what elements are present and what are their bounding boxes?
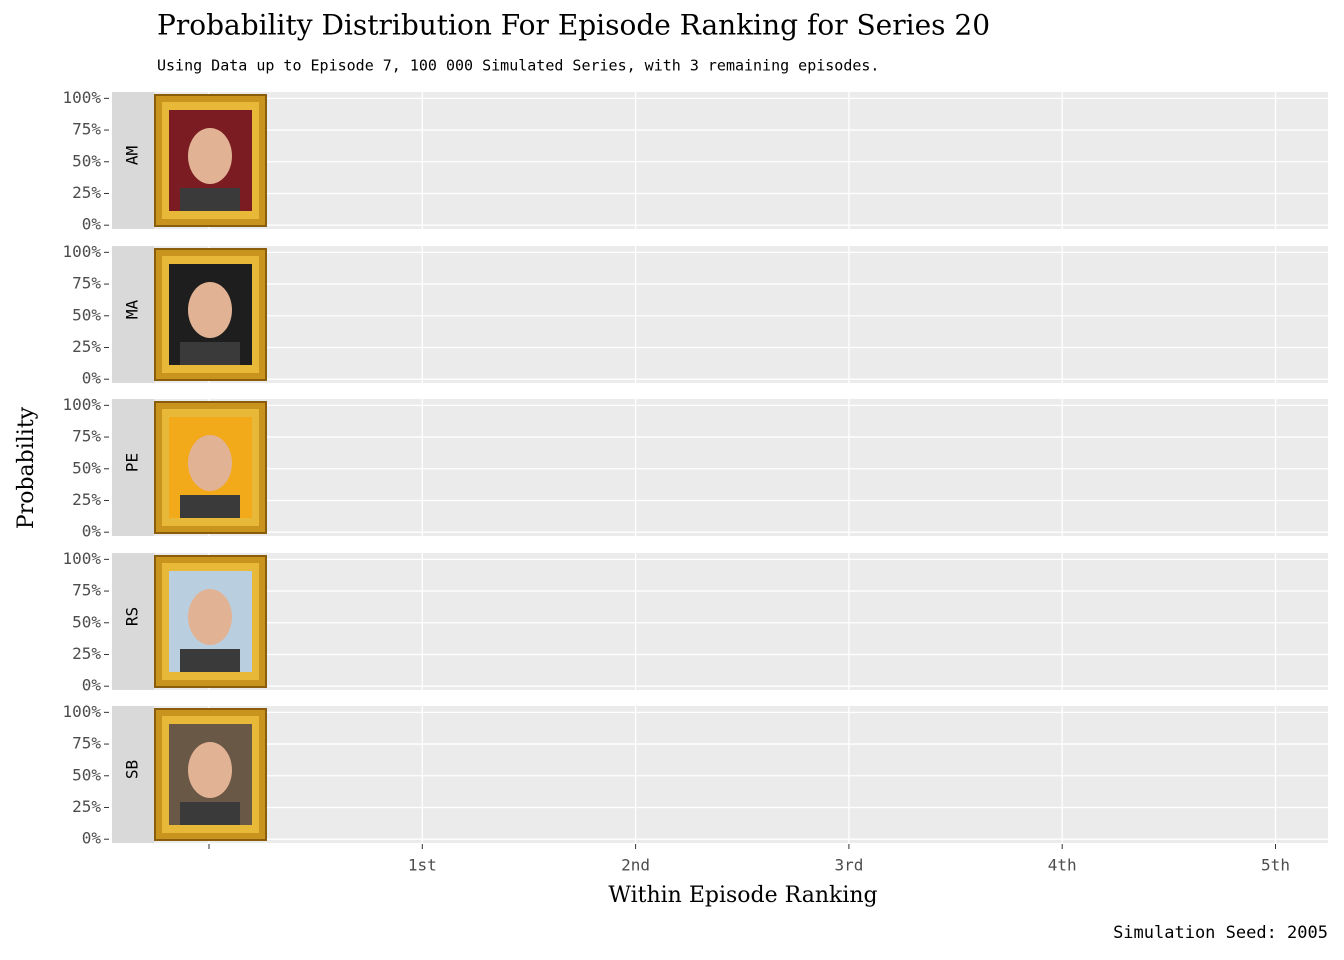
photo-face — [188, 589, 232, 645]
x-tick-label: 2nd — [621, 856, 650, 875]
x-axis-title: Within Episode Ranking — [608, 883, 877, 908]
y-tick-label: 100% — [62, 549, 101, 568]
photo-body — [180, 649, 240, 672]
y-tick-label: 25% — [72, 183, 101, 202]
x-tick-label: 3rd — [834, 856, 863, 875]
panel-background — [112, 706, 1328, 843]
y-tick-label: 25% — [72, 337, 101, 356]
photo-face — [188, 435, 232, 491]
y-tick-label: 0% — [82, 829, 102, 848]
y-tick-label: 100% — [62, 702, 101, 721]
strip — [112, 706, 154, 843]
strip-label: PE — [123, 453, 142, 472]
photo-face — [188, 742, 232, 798]
y-tick-label: 25% — [72, 644, 101, 663]
y-tick-label: 75% — [72, 274, 101, 293]
strip-label: MA — [123, 300, 142, 320]
photo-body — [180, 802, 240, 825]
y-tick-label: 50% — [72, 151, 101, 170]
strip — [112, 399, 154, 536]
chart-title: Probability Distribution For Episode Ran… — [157, 9, 990, 42]
y-axis-title: Probability — [14, 406, 39, 529]
x-tick-label: 4th — [1048, 856, 1077, 875]
caption: Simulation Seed: 2005 — [1113, 923, 1328, 943]
strip — [112, 246, 154, 383]
y-tick-label: 0% — [82, 215, 102, 234]
y-tick-label: 75% — [72, 734, 101, 753]
y-tick-label: 50% — [72, 305, 101, 324]
panel-background — [112, 246, 1328, 383]
chart-subtitle: Using Data up to Episode 7, 100 000 Simu… — [157, 57, 879, 75]
strip — [112, 92, 154, 229]
x-tick-label: 5th — [1261, 856, 1290, 875]
strip-label: RS — [123, 607, 142, 626]
photo-face — [188, 128, 232, 184]
x-tick-label: 1st — [408, 856, 437, 875]
photo-face — [188, 282, 232, 338]
y-tick-label: 75% — [72, 581, 101, 600]
y-tick-label: 0% — [82, 676, 102, 695]
panel-background — [112, 399, 1328, 536]
panel-background — [112, 92, 1328, 229]
y-tick-label: 75% — [72, 120, 101, 139]
y-tick-label: 75% — [72, 427, 101, 446]
y-tick-label: 50% — [72, 458, 101, 477]
photo-body — [180, 188, 240, 211]
photo-body — [180, 495, 240, 518]
panel-background — [112, 553, 1328, 690]
y-tick-label: 50% — [72, 612, 101, 631]
y-tick-label: 100% — [62, 88, 101, 107]
y-tick-label: 0% — [82, 369, 102, 388]
y-tick-label: 100% — [62, 242, 101, 261]
y-tick-label: 50% — [72, 765, 101, 784]
y-tick-label: 0% — [82, 522, 102, 541]
strip-label: AM — [123, 146, 142, 165]
photo-body — [180, 342, 240, 365]
y-tick-label: 25% — [72, 490, 101, 509]
y-tick-label: 100% — [62, 395, 101, 414]
strip-label: SB — [123, 760, 142, 779]
y-tick-label: 25% — [72, 797, 101, 816]
strip — [112, 553, 154, 690]
